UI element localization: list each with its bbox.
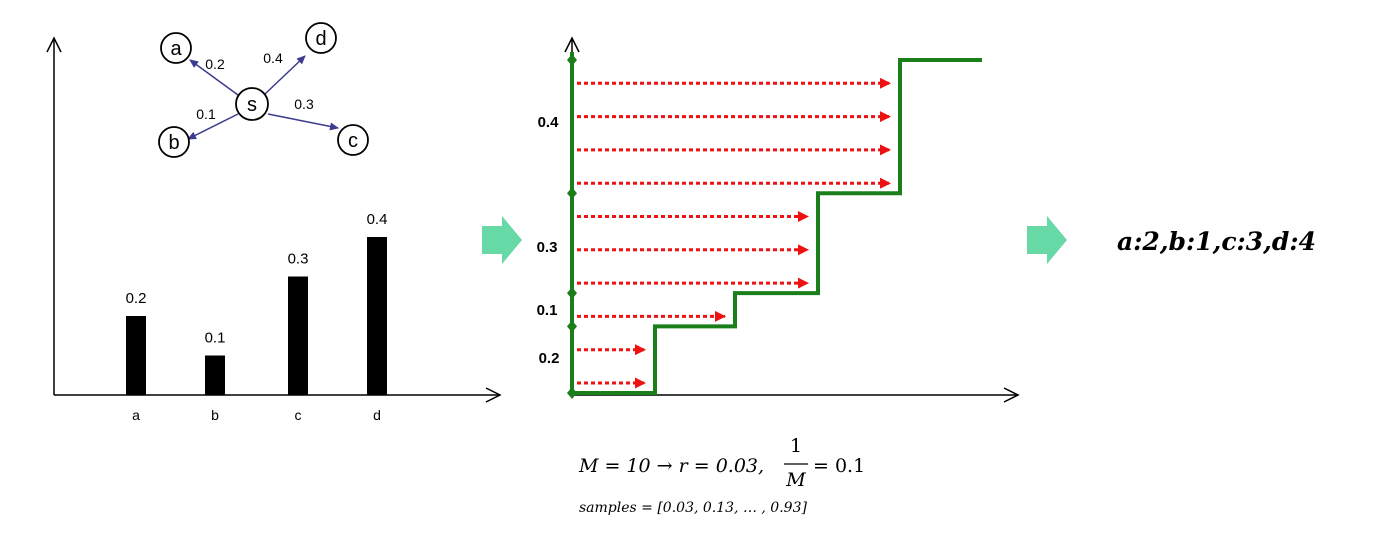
edge-s-c [267, 113, 339, 131]
graph-diagram: s a d b c 0.2 0.4 0.1 0.3 [158, 22, 369, 158]
bar-value-label-b: 0.1 [205, 330, 226, 347]
boundary-marker-3 [567, 187, 577, 200]
step-chart-x-arrowhead [1003, 387, 1020, 403]
node-d-label: d [315, 28, 326, 50]
transition-arrow-1 [482, 216, 522, 264]
bar-b [205, 355, 225, 395]
bar-a [126, 316, 146, 395]
bar-value-label-a: 0.2 [126, 290, 147, 307]
segment-label-0.1: 0.1 [537, 302, 558, 319]
node-c [337, 124, 369, 156]
formula-line1-lhs: M = 10 → r = 0.03, [578, 455, 764, 477]
step-chart-y-arrowhead [564, 36, 580, 53]
cumulative-step-line [572, 58, 982, 395]
node-a-label: a [170, 38, 182, 60]
x-tick-label-d: d [373, 407, 381, 423]
transition-arrow-2 [1027, 216, 1067, 264]
edge-s-b [187, 113, 239, 140]
node-s-label: s [247, 94, 257, 116]
node-b-label: b [168, 132, 179, 154]
bar-c [288, 276, 308, 395]
formula-fraction-numerator: 1 [790, 435, 802, 457]
boundary-marker-4 [567, 54, 577, 66]
bar-chart: 0.2 a 0.1 b 0.3 c 0.4 d [46, 36, 502, 423]
step-chart: 0.2 0.1 0.3 0.4 [537, 36, 1020, 403]
segment-label-0.3: 0.3 [537, 239, 558, 256]
step-marks [567, 52, 982, 399]
segment-label-0.4: 0.4 [538, 114, 560, 131]
node-b [158, 126, 190, 158]
formula-line2: samples = [0.03, 0.13, … , 0.93] [579, 500, 807, 516]
node-c-label: c [348, 130, 358, 152]
edge-s-d [264, 55, 306, 95]
bar-value-label-c: 0.3 [288, 251, 309, 268]
bar-value-label-d: 0.4 [367, 211, 388, 228]
edge-b-weight: 0.1 [196, 106, 216, 122]
x-tick-label-a: a [132, 407, 140, 423]
x-tick-label-b: b [211, 407, 219, 423]
node-a [160, 32, 192, 64]
bar-chart-y-arrowhead [46, 36, 62, 53]
formula-line1-rhs: = 0.1 [813, 455, 865, 477]
boundary-marker-1 [567, 320, 577, 333]
node-s [235, 87, 269, 121]
x-tick-label-c: c [295, 407, 302, 423]
formula-fraction-denominator: M [785, 469, 806, 491]
result-text: a:2,b:1,c:3,d:4 [1117, 227, 1316, 256]
segment-label-0.2: 0.2 [539, 350, 560, 367]
edge-c-weight: 0.3 [294, 96, 314, 112]
bar-group: 0.2 a 0.1 b 0.3 c 0.4 d [126, 211, 388, 423]
edge-a-weight: 0.2 [205, 56, 225, 72]
bar-d [367, 237, 387, 395]
edge-d-weight: 0.4 [263, 50, 283, 66]
edge-s-a [189, 59, 239, 96]
formula: M = 10 → r = 0.03, 1 M = 0.1 samples = [… [578, 435, 865, 516]
bar-chart-x-arrowhead [485, 387, 502, 403]
boundary-marker-2 [567, 287, 577, 300]
node-d [305, 22, 337, 54]
boundary-marker-0 [567, 387, 577, 399]
